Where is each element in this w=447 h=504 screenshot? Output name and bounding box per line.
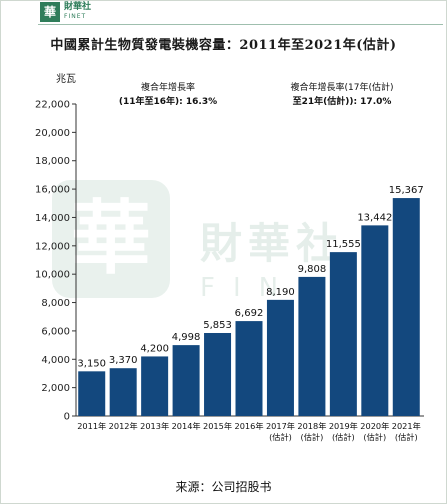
- y-tick-label: 16,000: [35, 185, 70, 196]
- y-tick-label: 0: [64, 412, 70, 423]
- y-tick-label: 6,000: [41, 326, 70, 337]
- bar-2016年: [235, 321, 263, 416]
- bar-2019年(估計): [329, 252, 357, 416]
- x-tick-label: 2011年: [77, 421, 106, 431]
- y-tick-label: 12,000: [35, 241, 70, 252]
- y-tick-label: 22,000: [35, 100, 70, 111]
- bar-2017年(估計): [266, 299, 294, 416]
- header-divider: [38, 24, 443, 25]
- x-tick-label: 2016年: [234, 421, 263, 431]
- y-axis-label: 兆瓦: [56, 73, 76, 85]
- bar-2021年(估計): [392, 198, 420, 416]
- watermark-logo-icon: 華: [52, 180, 170, 298]
- data-label: 3,150: [77, 358, 106, 369]
- y-tick-label: 10,000: [35, 270, 70, 281]
- cagr-annotation-line1: 複合年增長率(17年(估計): [291, 81, 394, 93]
- cagr-annotation-line1: 複合年增長率: [141, 81, 195, 93]
- bar-2020年(估計): [361, 225, 389, 416]
- data-label: 5,853: [203, 320, 232, 331]
- y-tick-label: 8,000: [41, 298, 70, 309]
- finet-logo-icon: 華: [40, 2, 60, 22]
- y-tick-label: 18,000: [35, 156, 70, 167]
- x-tick-label: 2021年: [392, 421, 421, 431]
- data-label: 9,808: [298, 264, 327, 275]
- x-tick-label: 2012年: [109, 421, 138, 431]
- bar-2014年: [172, 345, 200, 416]
- data-label: 3,370: [109, 355, 138, 366]
- x-tick-label: 2017年: [266, 421, 295, 431]
- brand-logo: 華 財華社 FINET: [40, 2, 91, 22]
- x-tick-label: 2014年: [172, 421, 201, 431]
- data-label: 8,190: [266, 287, 295, 298]
- y-tick-label: 14,000: [35, 213, 70, 224]
- x-tick-label: 2019年: [329, 421, 358, 431]
- watermark-name-cn: 財華社: [200, 219, 345, 268]
- x-tick-label: (估計): [301, 432, 324, 442]
- cagr-annotation-line2: (11年至16年): 16.3%: [119, 95, 217, 107]
- y-tick-label: 2,000: [41, 383, 70, 394]
- x-tick-label: 2020年: [360, 421, 389, 431]
- source-note: 来源：公司招股书: [175, 480, 272, 494]
- x-tick-label: 2013年: [140, 421, 169, 431]
- bar-2018年(估計): [298, 276, 326, 416]
- cagr-annotation-line2: 至21年(估計)): 17.0%: [293, 95, 392, 107]
- bar-2015年: [204, 332, 232, 416]
- x-tick-label: 2015年: [203, 421, 232, 431]
- x-tick-label: (估計): [269, 432, 292, 442]
- data-label: 6,692: [235, 308, 264, 319]
- brand-name-cn: 財華社: [64, 2, 92, 12]
- data-label: 11,555: [326, 239, 361, 250]
- y-tick-label: 4,000: [41, 355, 70, 366]
- bar-2012年: [109, 368, 137, 416]
- x-tick-label: (估計): [395, 432, 418, 442]
- data-label: 4,200: [140, 343, 169, 354]
- bar-chart: 兆瓦 0 2,000 4,000 6,000 8,000 10,000 12,000 14,00…: [35, 73, 424, 442]
- brand-text: 財華社 FINET: [64, 3, 91, 21]
- y-tick-label: 20,000: [35, 128, 70, 139]
- data-label: 13,442: [357, 212, 392, 223]
- data-label: 15,367: [389, 185, 424, 196]
- bar-2013年: [141, 356, 169, 416]
- x-tick-label: (估計): [363, 432, 386, 442]
- x-tick-label: (估計): [332, 432, 355, 442]
- x-tick-label: 2018年: [297, 421, 326, 431]
- brand-name-en: FINET: [64, 13, 87, 20]
- bar-2011年: [78, 371, 106, 416]
- data-label: 4,998: [172, 332, 201, 343]
- chart-title: 中國累計生物質發電裝機容量：2011年至2021年(估計): [50, 38, 397, 53]
